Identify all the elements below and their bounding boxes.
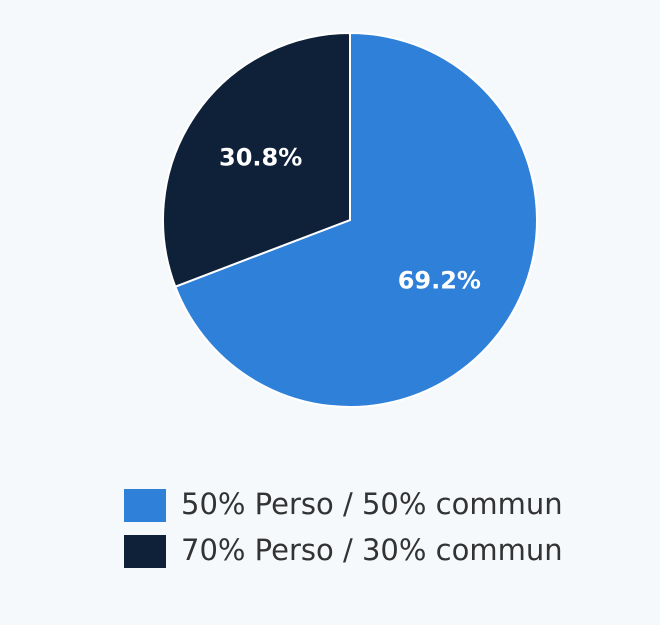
- legend-swatch: [124, 489, 166, 522]
- pie-slice: [173, 31, 538, 408]
- pie-slice: [162, 31, 351, 288]
- value-label: 30.8%: [219, 143, 302, 171]
- legend-swatch: [124, 535, 166, 568]
- legend-label: 70% Perso / 30% commun: [181, 533, 563, 567]
- legend-label: 50% Perso / 50% commun: [181, 487, 563, 521]
- value-label: 69.2%: [398, 267, 481, 295]
